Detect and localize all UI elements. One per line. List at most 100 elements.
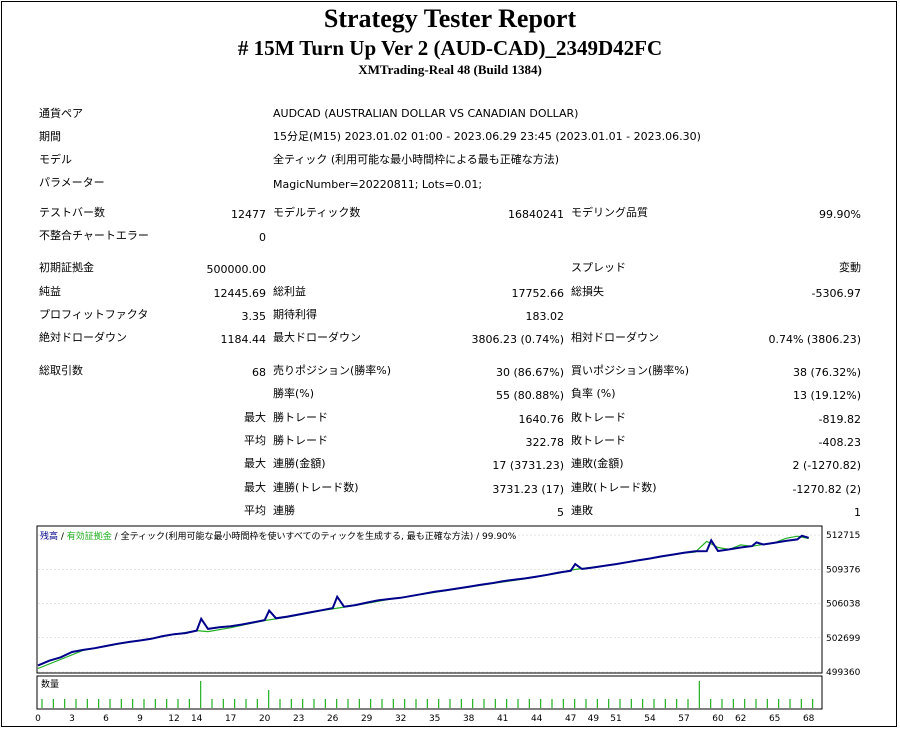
x-tick-label: 65 <box>769 714 780 724</box>
gross-profit-label: 総利益 <box>273 285 306 298</box>
rel-dd-label: 相対ドローダウン <box>571 331 659 344</box>
cons-win-money-value: 17 (3731.23) <box>492 459 564 472</box>
quality-value: 99.90% <box>819 208 861 221</box>
x-tick-label: 62 <box>735 714 746 724</box>
largest-loss-value: -819.82 <box>818 413 861 426</box>
x-tick-label: 38 <box>463 714 475 724</box>
gross-profit-value: 17752.66 <box>511 287 565 300</box>
x-tick-label: 57 <box>678 714 689 724</box>
spread-value: 変動 <box>839 261 861 274</box>
period-value: 15分足(M15) 2023.01.02 01:00 - 2023.06.29 … <box>273 130 701 143</box>
x-tick-label: 9 <box>137 714 143 724</box>
deposit-value: 500000.00 <box>206 263 267 276</box>
cons-loss-count-value: -1270.82 (2) <box>792 483 861 496</box>
y-tick-label: 502699 <box>826 634 861 644</box>
x-tick-label: 26 <box>327 714 339 724</box>
model-label: モデル <box>39 153 72 166</box>
errors-value: 0 <box>259 231 266 244</box>
win-label: 勝率(%) <box>273 387 315 400</box>
avg-cons-loss-value: 1 <box>854 506 861 519</box>
params-value: MagicNumber=20220811; Lots=0.01; <box>273 178 483 191</box>
largest-loss-label: 敗トレード <box>571 411 626 424</box>
avg-cons-win-value: 5 <box>557 506 564 519</box>
y-tick-label: 506038 <box>826 600 861 610</box>
symbol-label: 通貨ペア <box>39 107 83 120</box>
long-label: 買いポジション(勝率%) <box>571 364 690 377</box>
max-dd-label: 最大ドローダウン <box>273 331 361 344</box>
ticks-label: モデルティック数 <box>273 206 361 219</box>
cons-win-count-value: 3731.23 (17) <box>492 483 564 496</box>
bars-value: 12477 <box>231 208 266 221</box>
x-tick-label: 20 <box>259 714 271 724</box>
x-tick-label: 29 <box>361 714 373 724</box>
x-tick-label: 54 <box>644 714 656 724</box>
avg-cons-loss-label: 連敗 <box>571 504 593 517</box>
abs-dd-value: 1184.44 <box>220 333 267 346</box>
cons-loss-count-label: 連敗(トレード数) <box>571 481 657 494</box>
period-label: 期間 <box>39 130 61 143</box>
avg-loss-label: 敗トレード <box>571 434 626 447</box>
params-label: パラメーター <box>39 176 105 189</box>
avg-cons-win-label: 連勝 <box>273 504 295 517</box>
x-tick-label: 0 <box>35 714 41 724</box>
rel-dd-value: 0.74% (3806.23) <box>768 333 861 346</box>
deposit-label: 初期証拠金 <box>39 261 94 274</box>
quality-label: モデリング品質 <box>571 206 648 219</box>
legend-quality: 99.90% <box>482 532 517 542</box>
x-tick-label: 23 <box>293 714 304 724</box>
abs-dd-label: 絶対ドローダウン <box>39 331 127 344</box>
max-label-2: 最大 <box>244 457 266 470</box>
net-label: 純益 <box>39 285 61 298</box>
short-label: 売りポジション(勝率%) <box>273 364 392 377</box>
x-tick-label: 49 <box>588 714 600 724</box>
legend-sep-3: / <box>473 532 482 542</box>
symbol-value: AUDCAD (AUSTRALIAN DOLLAR VS CANADIAN DO… <box>273 107 579 120</box>
expected-value: 183.02 <box>525 310 565 323</box>
ticks-value: 16840241 <box>508 208 564 221</box>
x-tick-label: 51 <box>610 714 621 724</box>
volume-label: 数量 <box>41 678 59 690</box>
total-label: 総取引数 <box>39 364 83 377</box>
x-tick-label: 68 <box>803 714 815 724</box>
report-server: XMTrading-Real 48 (Build 1384) <box>358 62 542 77</box>
x-tick-label: 35 <box>429 714 440 724</box>
x-tick-label: 44 <box>531 714 543 724</box>
loss-value: 13 (19.12%) <box>792 389 861 402</box>
x-tick-labels: 0 3 6 9 12 14 17 20 23 26 29 32 35 38 41 44 47 49 51 54 57 60… <box>35 714 815 724</box>
spread-label: スプレッド <box>571 261 626 274</box>
loss-label: 負率 (%) <box>571 387 616 400</box>
pf-value: 3.35 <box>241 310 267 323</box>
x-tick-label: 14 <box>191 714 203 724</box>
max-dd-value: 3806.23 (0.74%) <box>471 333 564 346</box>
legend-sep-1: / <box>58 532 67 542</box>
x-tick-label: 47 <box>565 714 576 724</box>
report-subtitle: # 15M Turn Up Ver 2 (AUD-CAD)_2349D42FC <box>237 36 663 60</box>
model-value: 全ティック (利用可能な最小時間枠による最も正確な方法) <box>273 153 560 166</box>
max-label-3: 最大 <box>244 481 266 494</box>
balance-plot-area <box>36 525 823 674</box>
long-value: 38 (76.32%) <box>792 366 861 379</box>
cons-win-count-label: 連勝(トレード数) <box>273 481 359 494</box>
legend-equity: 有効証拠金 <box>67 530 112 542</box>
pf-label: プロフィットファクタ <box>39 308 149 321</box>
gross-loss-value: -5306.97 <box>811 287 861 300</box>
legend-sep-2: / <box>112 532 121 542</box>
volume-bars <box>41 681 814 708</box>
y-tick-labels: 512715 509376 506038 502699 499360 <box>826 531 861 678</box>
net-value: 12445.69 <box>213 287 267 300</box>
svg-text:残高 / 有効証拠金 / 全ティック(利用可能な最小時間枠を: 残高 / 有効証拠金 / 全ティック(利用可能な最小時間枠を使いすべてのティック… <box>40 530 517 542</box>
report-title: Strategy Tester Report <box>323 4 577 33</box>
volume-plot-area <box>36 675 823 710</box>
expected-label: 期待利得 <box>273 308 317 321</box>
errors-label: 不整合チャートエラー <box>39 229 149 242</box>
y-tick-label: 509376 <box>826 565 861 575</box>
cons-loss-money-value: 2 (-1270.82) <box>792 459 861 472</box>
x-tick-label: 41 <box>497 714 508 724</box>
cons-loss-money-label: 連敗(金額) <box>571 457 624 470</box>
y-tick-label: 499360 <box>826 668 861 678</box>
legend-balance: 残高 <box>40 530 58 542</box>
cons-win-money-label: 連勝(金額) <box>273 457 326 470</box>
avg-win-value: 322.78 <box>525 436 565 449</box>
gross-loss-label: 総損失 <box>571 285 604 298</box>
